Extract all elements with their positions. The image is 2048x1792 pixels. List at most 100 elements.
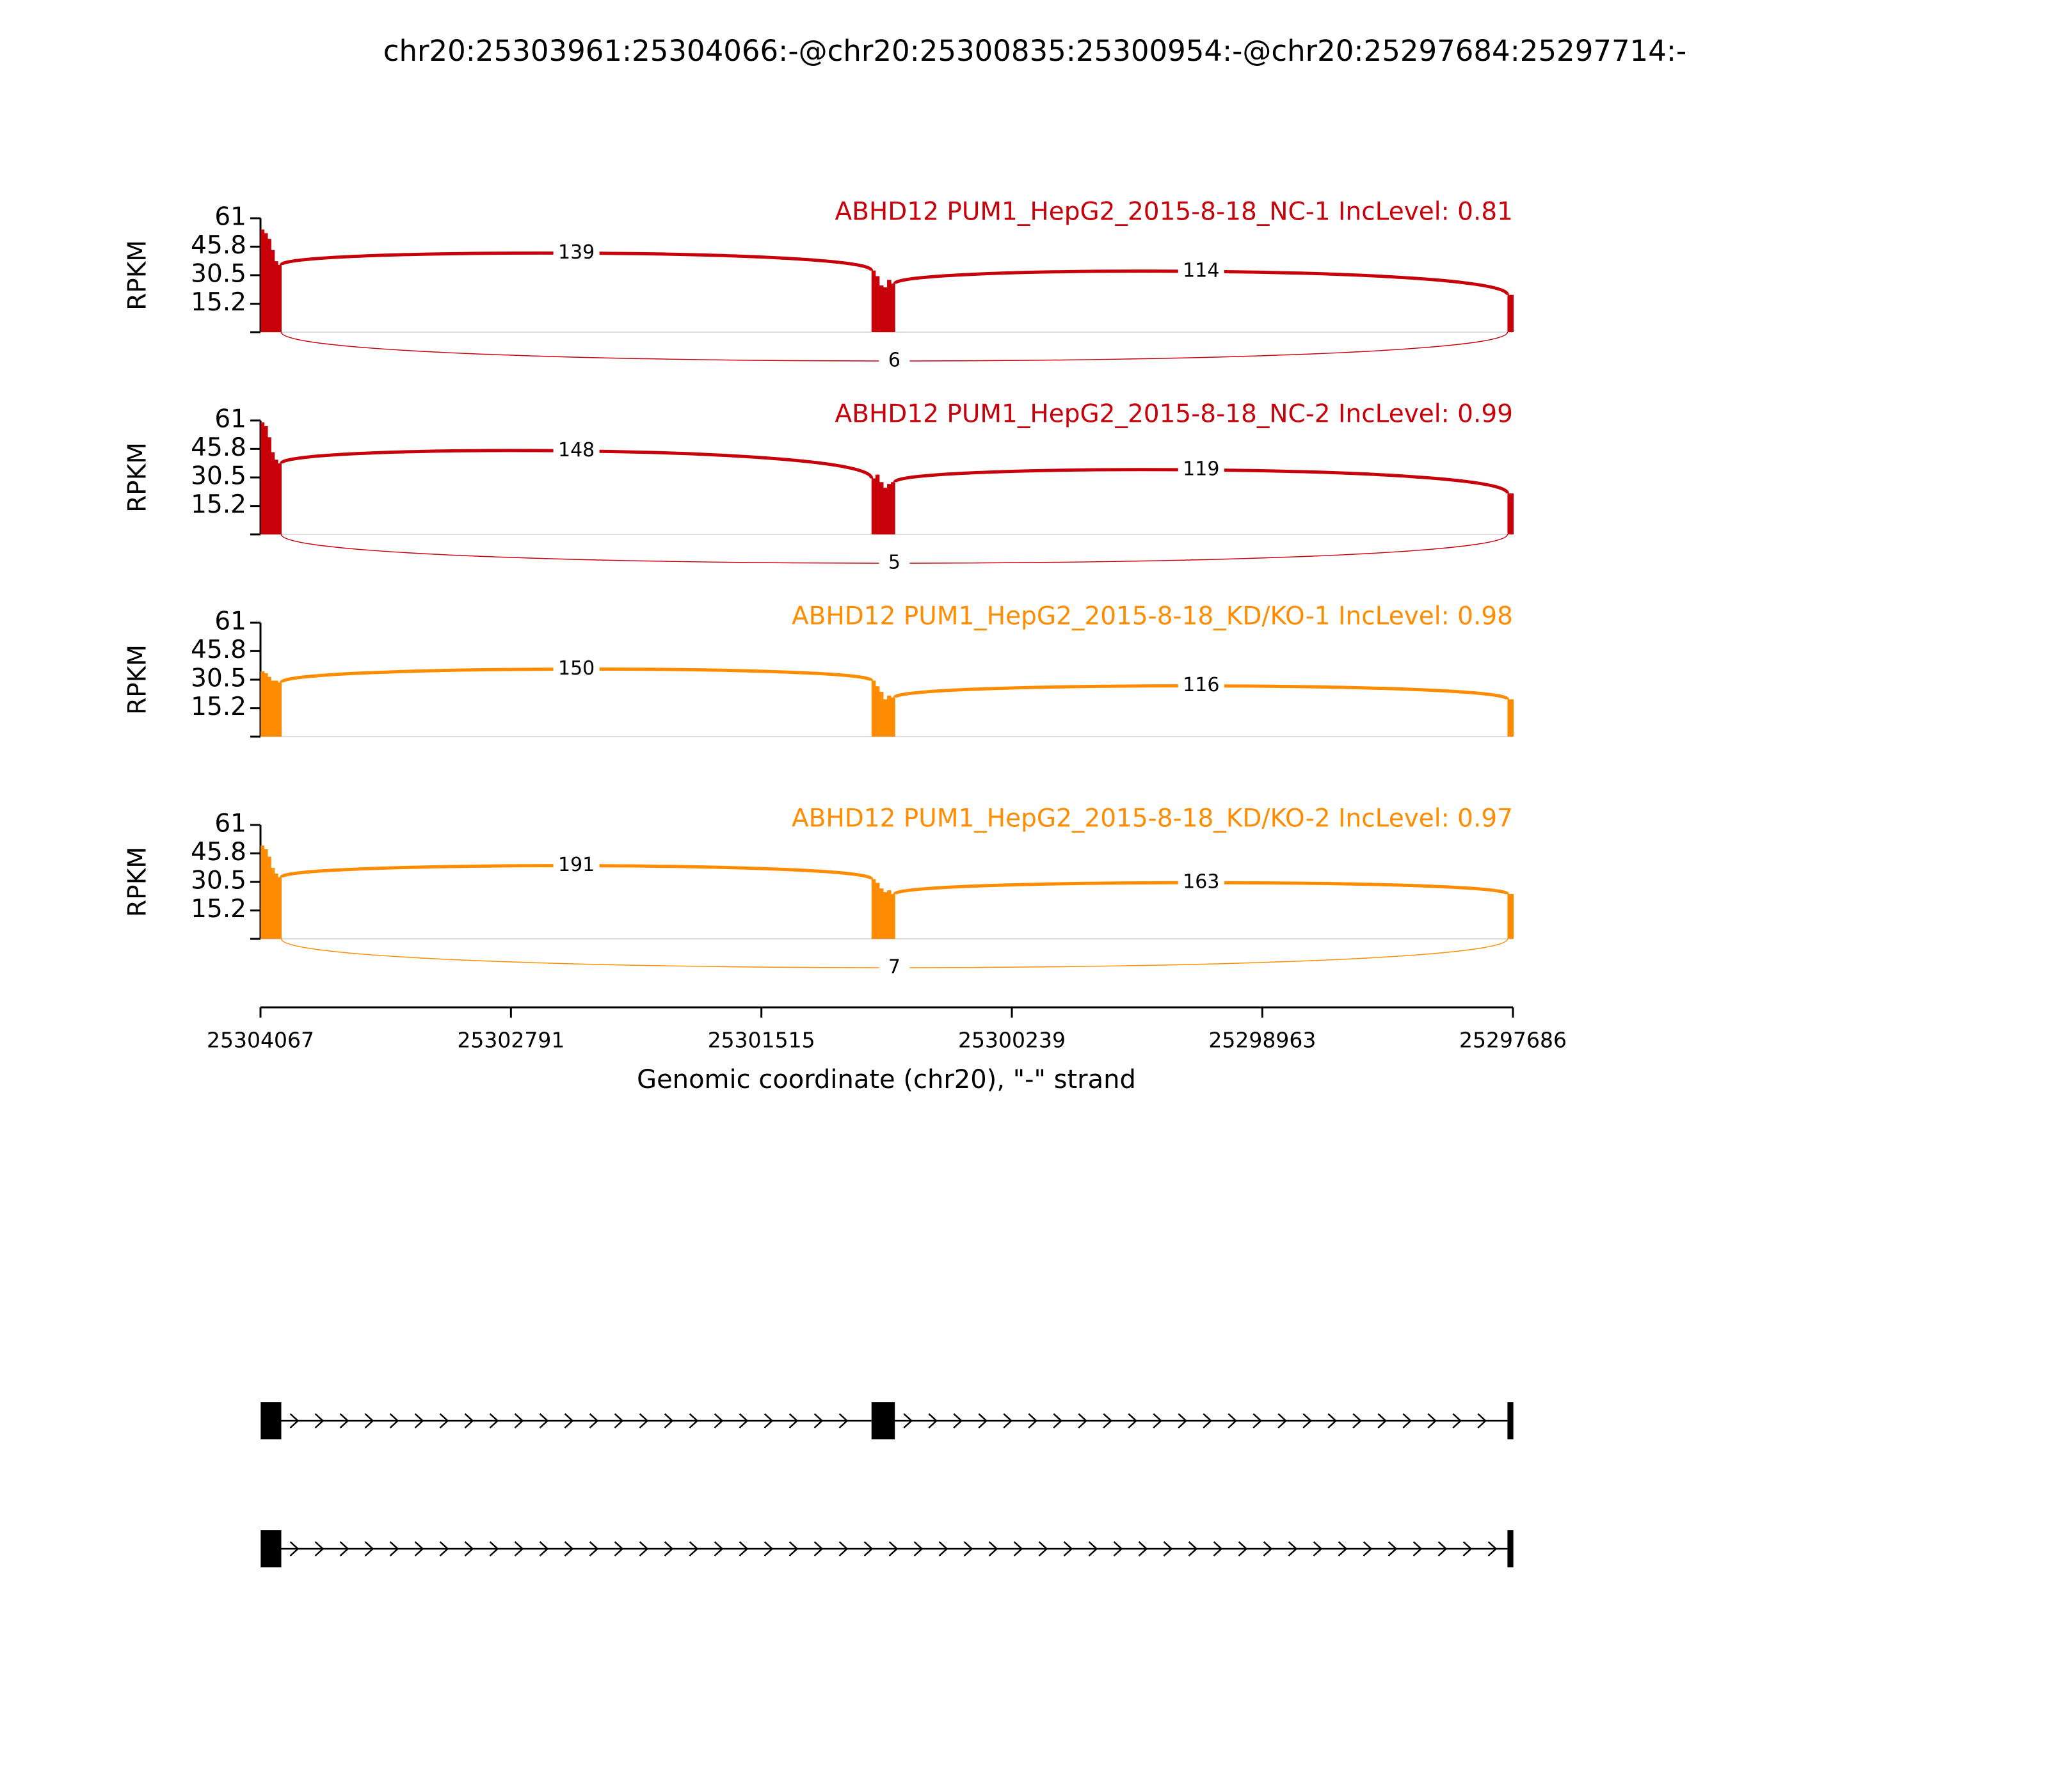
exon-block (260, 1530, 282, 1567)
strand-chevron (614, 1413, 624, 1428)
strand-chevron (1063, 1541, 1073, 1556)
strand-chevron (1288, 1541, 1298, 1556)
strand-chevron (1103, 1413, 1113, 1428)
strand-chevron (589, 1413, 599, 1428)
strand-chevron (489, 1541, 499, 1556)
strand-chevron (1213, 1541, 1223, 1556)
junction-label-bg (1178, 871, 1224, 895)
junction-count: 114 (1183, 260, 1219, 282)
exon-block (1507, 1530, 1514, 1567)
strand-chevron (1277, 1413, 1288, 1428)
junction-count: 191 (558, 854, 595, 876)
junction-count: 139 (558, 241, 595, 264)
junction-count: 148 (558, 439, 595, 461)
x-tick-label: 25304067 (207, 1028, 314, 1053)
strand-chevron (1302, 1413, 1313, 1428)
strand-chevron (888, 1541, 899, 1556)
strand-chevron (539, 1541, 549, 1556)
strand-chevron (1402, 1413, 1412, 1428)
strand-chevron (364, 1541, 374, 1556)
strand-chevron (739, 1413, 749, 1428)
coverage-bar (879, 285, 884, 332)
coverage-bar (260, 671, 265, 737)
strand-chevron (1452, 1413, 1462, 1428)
coverage-bar (875, 883, 880, 939)
strand-chevron (813, 1413, 824, 1428)
strand-chevron (339, 1413, 349, 1428)
strand-chevron (1327, 1413, 1338, 1428)
coverage-bar (268, 437, 271, 534)
y-tick-label: 15.2 (191, 692, 246, 721)
y-tick-label: 45.8 (191, 838, 246, 867)
strand-chevron (1128, 1413, 1138, 1428)
junction-count: 6 (888, 349, 900, 372)
panel-label: ABHD12 PUM1_HepG2_2015-8-18_NC-2 IncLeve… (835, 400, 1513, 429)
y-tick-label: 15.2 (191, 288, 246, 317)
coverage-bar (278, 682, 282, 737)
y-tick-label: 61 (214, 810, 246, 838)
strand-chevron (314, 1413, 324, 1428)
y-tick-label: 15.2 (191, 490, 246, 519)
strand-chevron (1427, 1413, 1437, 1428)
strand-chevron (739, 1541, 749, 1556)
coverage-bar (278, 877, 282, 939)
strand-chevron (1313, 1541, 1323, 1556)
coverage-bar (1507, 294, 1514, 332)
y-tick-label: 15.2 (191, 895, 246, 924)
strand-chevron (764, 1413, 774, 1428)
strand-chevron (1088, 1541, 1098, 1556)
coverage-bar (1507, 893, 1514, 939)
strand-chevron (953, 1413, 963, 1428)
y-tick-label: 61 (214, 607, 246, 636)
strand-chevron (614, 1541, 624, 1556)
coverage-bar (891, 482, 895, 534)
strand-chevron (1138, 1541, 1148, 1556)
strand-chevron (564, 1541, 574, 1556)
coverage-bar (260, 422, 265, 534)
junction-count: 7 (888, 956, 900, 979)
panel-label: ABHD12 PUM1_HepG2_2015-8-18_KD/KO-2 IncL… (792, 804, 1513, 833)
junction-label-bg (553, 657, 600, 681)
panel-label: ABHD12 PUM1_HepG2_2015-8-18_KD/KO-1 IncL… (792, 602, 1513, 631)
strand-chevron (539, 1413, 549, 1428)
coverage-bar (875, 276, 880, 332)
junction-label-bg (553, 241, 600, 265)
y-tick-label: 30.5 (191, 664, 246, 693)
strand-chevron (1178, 1413, 1188, 1428)
strand-chevron (1388, 1541, 1398, 1556)
strand-chevron (928, 1413, 938, 1428)
y-axis-label: RPKM (124, 240, 152, 310)
strand-chevron (963, 1541, 973, 1556)
junction-count: 116 (1183, 674, 1219, 696)
junction-label-bg (879, 349, 910, 372)
exon-block (871, 1402, 895, 1439)
strand-chevron (1462, 1541, 1473, 1556)
strand-chevron (1163, 1541, 1173, 1556)
strand-chevron (913, 1541, 924, 1556)
y-tick-label: 45.8 (191, 231, 246, 260)
strand-chevron (489, 1413, 499, 1428)
x-tick-label: 25300239 (958, 1028, 1066, 1053)
x-axis-label: Genomic coordinate (chr20), "-" strand (637, 1065, 1136, 1094)
coverage-bar (274, 680, 278, 737)
coverage-bar (260, 229, 265, 332)
coverage-bar (871, 270, 876, 332)
coverage-bar (883, 488, 888, 534)
y-axis-label: RPKM (124, 847, 152, 917)
strand-chevron (514, 1413, 524, 1428)
strand-chevron (439, 1413, 449, 1428)
junction-label-bg (1178, 674, 1224, 698)
junction-count: 150 (558, 657, 595, 680)
strand-chevron (689, 1541, 699, 1556)
y-tick-label: 30.5 (191, 867, 246, 895)
panel-label: ABHD12 PUM1_HepG2_2015-8-18_NC-1 IncLeve… (835, 198, 1513, 227)
coverage-bar (274, 261, 278, 332)
strand-chevron (464, 1541, 474, 1556)
strand-chevron (838, 1413, 849, 1428)
strand-chevron (289, 1541, 300, 1556)
strand-chevron (414, 1541, 424, 1556)
coverage-bar (891, 893, 895, 939)
strand-chevron (389, 1541, 399, 1556)
strand-chevron (414, 1413, 424, 1428)
